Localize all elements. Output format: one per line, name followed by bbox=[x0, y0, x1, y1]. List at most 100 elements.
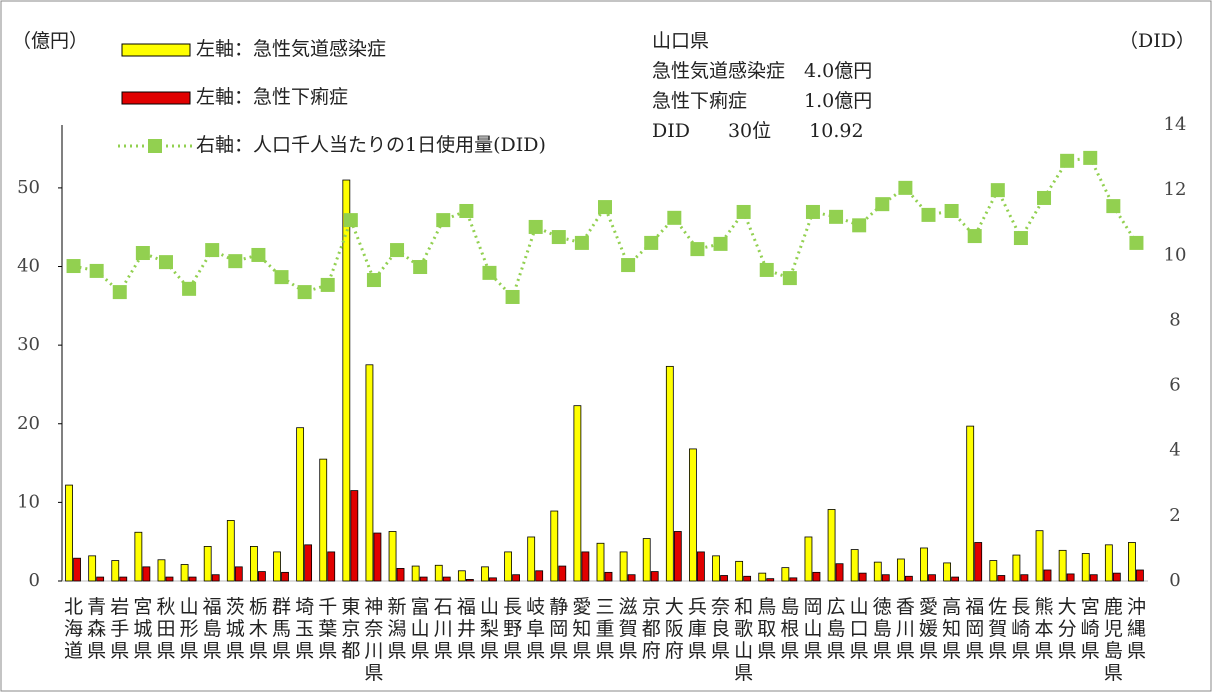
x-tick-label: 福岡県 bbox=[965, 596, 984, 662]
bar bbox=[712, 555, 720, 582]
bar bbox=[558, 565, 567, 582]
bar bbox=[989, 560, 998, 582]
legend-swatch bbox=[121, 91, 191, 105]
bar bbox=[304, 544, 313, 582]
x-tick-label: 兵庫県 bbox=[688, 596, 707, 662]
bar bbox=[581, 551, 590, 582]
bar bbox=[997, 575, 1006, 582]
marker bbox=[251, 247, 266, 262]
marker bbox=[528, 219, 543, 234]
bar bbox=[489, 577, 497, 582]
marker bbox=[1129, 235, 1144, 250]
marker bbox=[320, 277, 335, 292]
bar bbox=[781, 567, 790, 582]
x-tick-label: 大阪府 bbox=[665, 596, 684, 662]
y2-tick-label: 10 bbox=[1164, 244, 1187, 265]
marker bbox=[1037, 190, 1052, 205]
legend-swatch bbox=[121, 43, 191, 57]
bar bbox=[1043, 569, 1052, 582]
bar bbox=[743, 575, 752, 582]
marker bbox=[436, 213, 451, 228]
bar bbox=[858, 572, 867, 582]
bar bbox=[596, 542, 605, 582]
bar bbox=[1058, 549, 1067, 582]
x-tick-label: 鹿児島県 bbox=[1104, 596, 1123, 684]
marker bbox=[205, 243, 220, 258]
bar bbox=[1020, 574, 1029, 582]
bar bbox=[1136, 569, 1144, 582]
bar bbox=[388, 531, 397, 582]
bar bbox=[920, 547, 928, 582]
x-tick-label: 岡山県 bbox=[803, 596, 822, 662]
bar bbox=[804, 536, 813, 582]
legend-label: 左軸：急性気道感染症 bbox=[196, 38, 386, 60]
marker bbox=[644, 235, 659, 250]
annotation: DID 30位 10.92 bbox=[652, 120, 864, 142]
bar bbox=[119, 576, 128, 582]
bar bbox=[812, 571, 821, 582]
bar bbox=[481, 566, 489, 582]
bar bbox=[1066, 573, 1075, 582]
bar bbox=[735, 560, 744, 582]
bar bbox=[250, 546, 258, 582]
bar bbox=[789, 577, 798, 582]
x-tick-label: 宮崎県 bbox=[1081, 596, 1100, 662]
marker bbox=[690, 242, 705, 257]
x-tick-label: 大分県 bbox=[1058, 596, 1077, 662]
bar bbox=[650, 571, 659, 582]
bar bbox=[604, 571, 613, 582]
marker bbox=[89, 263, 104, 278]
x-tick-label: 沖縄県 bbox=[1127, 596, 1146, 662]
bar bbox=[627, 574, 636, 582]
bar bbox=[188, 576, 197, 582]
bar bbox=[850, 549, 859, 582]
marker bbox=[343, 213, 358, 228]
bar bbox=[457, 570, 466, 582]
bar bbox=[111, 560, 120, 582]
marker bbox=[459, 203, 474, 218]
y2-tick-label: 6 bbox=[1169, 375, 1180, 396]
bar bbox=[165, 576, 174, 582]
marker bbox=[736, 204, 751, 219]
x-tick-label: 富山県 bbox=[411, 596, 430, 662]
bar bbox=[157, 559, 166, 582]
y2-tick-label: 2 bbox=[1169, 505, 1180, 526]
y2-axis-label: （DID） bbox=[1119, 30, 1195, 52]
legend-label: 左軸：急性下痢症 bbox=[196, 86, 348, 108]
x-tick-label: 京都府 bbox=[642, 596, 661, 662]
x-tick-label: 福島県 bbox=[203, 596, 222, 662]
bar bbox=[535, 570, 544, 582]
x-tick-label: 和歌山県 bbox=[734, 596, 753, 684]
bar bbox=[350, 490, 359, 582]
bar bbox=[96, 576, 105, 582]
marker bbox=[158, 255, 173, 270]
bar bbox=[342, 179, 351, 582]
line bbox=[73, 156, 1138, 300]
bar bbox=[1012, 554, 1021, 582]
legend-swatch bbox=[148, 139, 162, 153]
bar bbox=[258, 571, 266, 582]
marker bbox=[898, 180, 913, 195]
bar bbox=[465, 579, 474, 582]
bar bbox=[504, 551, 512, 582]
marker bbox=[1013, 231, 1028, 246]
bar bbox=[73, 557, 81, 582]
marker bbox=[366, 273, 381, 288]
bar bbox=[966, 425, 975, 582]
x-tick-label: 新潟県 bbox=[388, 596, 407, 662]
marker bbox=[921, 207, 936, 222]
x-tick-label: 茨城県 bbox=[226, 596, 245, 662]
marker bbox=[875, 197, 890, 212]
marker bbox=[598, 200, 612, 215]
y-tick-label: 0 bbox=[29, 570, 40, 591]
marker bbox=[274, 270, 289, 285]
x-tick-label: 長崎県 bbox=[1011, 596, 1030, 662]
y-tick-label: 40 bbox=[17, 256, 40, 277]
marker bbox=[667, 210, 682, 225]
bar bbox=[928, 574, 936, 582]
x-tick-label: 岐阜県 bbox=[526, 596, 545, 662]
marker bbox=[852, 218, 867, 233]
bar bbox=[203, 546, 212, 582]
bar bbox=[1104, 544, 1113, 582]
x-tick-label: 徳島県 bbox=[873, 596, 892, 662]
